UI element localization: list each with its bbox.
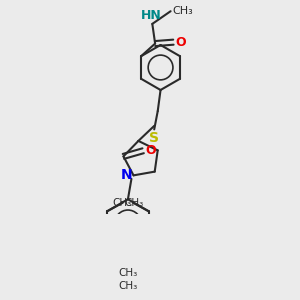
Text: CH₃: CH₃ xyxy=(172,6,193,16)
Text: HN: HN xyxy=(140,10,161,22)
Text: CH₃: CH₃ xyxy=(112,198,132,208)
Text: CH₃: CH₃ xyxy=(118,281,137,291)
Text: O: O xyxy=(145,144,156,157)
Text: S: S xyxy=(149,131,159,145)
Text: CH₃: CH₃ xyxy=(124,198,143,208)
Text: CH₃: CH₃ xyxy=(118,268,137,278)
Text: N: N xyxy=(121,168,132,182)
Text: O: O xyxy=(176,36,186,49)
